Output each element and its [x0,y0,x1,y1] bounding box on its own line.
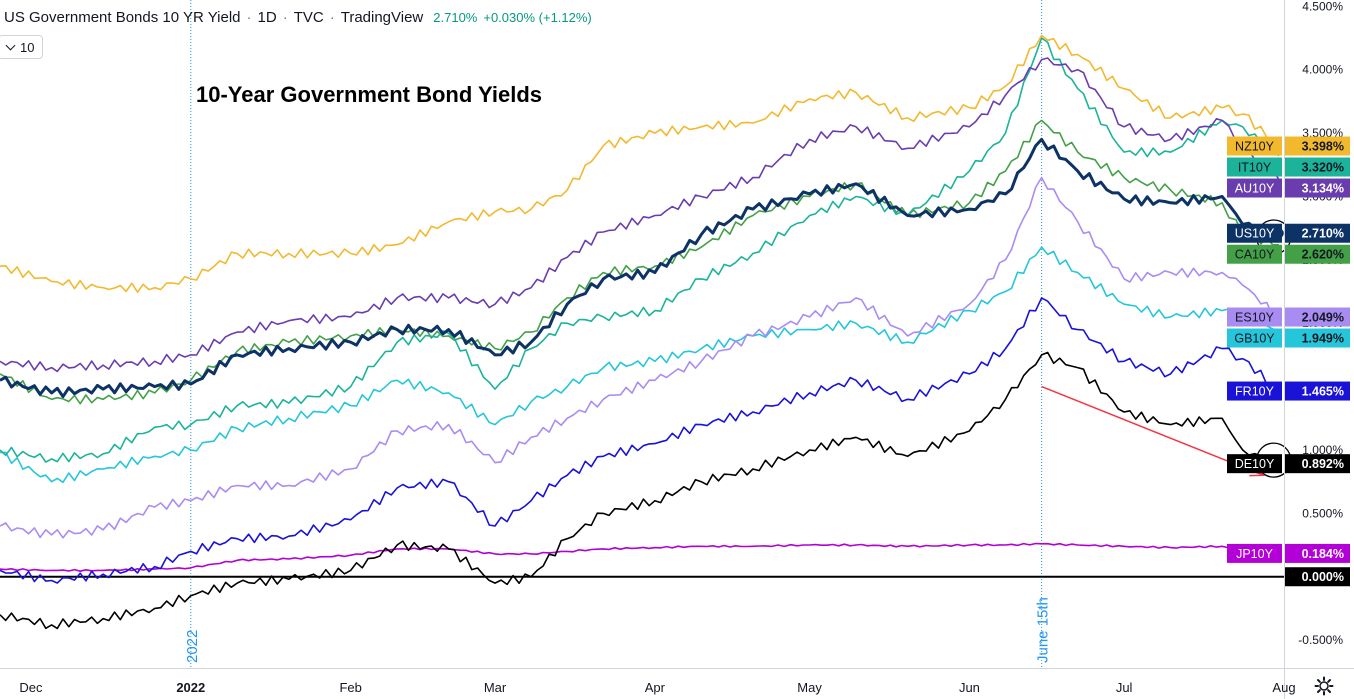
series-line-fr10y [0,297,1280,584]
series-tag [1227,244,1282,264]
last-label-ca10y: CA10Y 2.620% [1227,244,1350,264]
series-tag-name: IT10Y [1238,161,1272,175]
x-tick-label: Apr [645,680,666,695]
zero-value-text: 0.000% [1302,570,1344,584]
x-tick-label: Feb [339,680,361,695]
series-tag-name: NZ10Y [1235,140,1275,154]
y-tick-label: 0.500% [1302,506,1343,520]
zero-axis-label: 0.000% [1285,567,1350,587]
series-lines [0,34,1280,630]
series-value-text: 2.710% [1302,227,1344,241]
x-tick-label: Jun [959,680,980,695]
x-tick-label: Jul [1116,680,1133,695]
last-label-nz10y: NZ10Y 3.398% [1227,136,1350,156]
last-label-de10y: DE10Y 0.892% [1227,454,1350,474]
event-label: 2022 [184,630,201,663]
series-tag [1227,223,1282,243]
y-tick-label: 4.500% [1302,0,1343,13]
last-label-us10y: US10Y 2.710% [1227,223,1350,243]
series-value-box [1285,136,1350,156]
series-value-box [1285,244,1350,264]
x-tick-label: Mar [484,680,507,695]
change-value: +0.030% (+1.12%) [483,9,592,25]
series-value-text: 3.134% [1302,182,1344,196]
series-tag [1227,454,1282,474]
platform-label: TradingView [340,8,424,26]
series-line-au10y [0,57,1280,373]
series-tag-name: JP10Y [1236,547,1273,561]
series-value-box [1285,454,1350,474]
chart-title: 10-Year Government Bond Yields [196,82,543,107]
series-value-text: 1.465% [1302,385,1344,399]
x-tick-label: 2022 [176,680,205,695]
series-value-text: 2.049% [1302,311,1344,325]
series-value-text: 1.949% [1302,332,1344,346]
last-label-jp10y: JP10Y 0.184% [1227,543,1350,563]
series-value-box [1285,328,1350,348]
last-label-es10y: ES10Y 2.049% [1227,307,1350,327]
chart-header[interactable]: US Government Bonds 10 YR Yield · 1D · T… [4,6,592,28]
last-label-au10y: AU10Y 3.134% [1227,178,1350,198]
series-line-jp10y [0,542,1279,572]
y-tick-label: 4.000% [1302,63,1343,77]
series-value-box [1285,543,1350,563]
series-tag-name: AU10Y [1235,182,1275,196]
symbol-name[interactable]: US Government Bonds 10 YR Yield [4,8,241,26]
x-tick-label: May [797,680,822,695]
series-tag-name: CA10Y [1235,248,1275,262]
series-tag [1227,381,1282,401]
zero-value-box [1285,567,1350,587]
gear-icon[interactable] [1314,676,1334,696]
last-label-fr10y: FR10Y 1.465% [1227,381,1350,401]
series-value-text: 3.320% [1302,161,1344,175]
series-tag [1227,543,1282,563]
chevron-up-icon[interactable] [5,40,16,51]
series-tag-name: DE10Y [1235,457,1275,471]
x-tick-label: Dec [19,680,43,695]
x-tick-label: Aug [1272,680,1295,695]
series-line-ca10y [0,119,1279,405]
interval-input-value[interactable]: 10 [20,39,35,55]
series-value-text: 0.184% [1302,547,1344,561]
series-tag [1227,157,1282,177]
header-separator: · [329,8,335,26]
trend-arrow [1041,385,1264,477]
series-tag-name: ES10Y [1235,311,1275,325]
series-value-box [1285,178,1350,198]
series-value-text: 2.620% [1302,248,1344,262]
series-tag-name: GB10Y [1234,332,1275,346]
last-label-it10y: IT10Y 3.320% [1227,157,1350,177]
event-label: June 15th [1035,597,1052,663]
series-line-nz10y [0,34,1280,293]
series-line-gb10y [0,246,1279,484]
last-value: 2.710% [433,9,478,25]
series-tag [1227,307,1282,327]
series-value-box [1285,157,1350,177]
series-tag-name: FR10Y [1235,385,1275,399]
series-value-text: 3.398% [1302,140,1344,154]
series-line-es10y [0,176,1279,539]
series-tag [1227,328,1282,348]
y-tick-label: -0.500% [1298,633,1343,647]
y-tick-label: 1.000% [1302,443,1343,457]
header-separator: · [282,8,288,26]
series-line-de10y [0,351,1280,630]
series-tag [1227,178,1282,198]
last-label-gb10y: GB10Y 1.949% [1227,328,1350,348]
source-label: TVC [293,8,324,26]
series-line-us10y [0,137,1280,399]
last-value-labels: NZ10Y 3.398% IT10Y 3.320% AU10Y 3.134% US10Y 2.… [1227,136,1350,587]
series-value-box [1285,381,1350,401]
interval-input[interactable]: 10 [0,35,44,59]
series-line-it10y [0,37,1280,463]
series-tag [1227,136,1282,156]
series-value-box [1285,223,1350,243]
series-value-text: 0.892% [1302,457,1344,471]
header-separator: · [246,8,252,26]
vertical-markers: 2022 June 15th [184,0,1052,668]
series-tag-name: US10Y [1235,227,1275,241]
series-value-box [1285,307,1350,327]
interval-label[interactable]: 1D [257,8,277,26]
